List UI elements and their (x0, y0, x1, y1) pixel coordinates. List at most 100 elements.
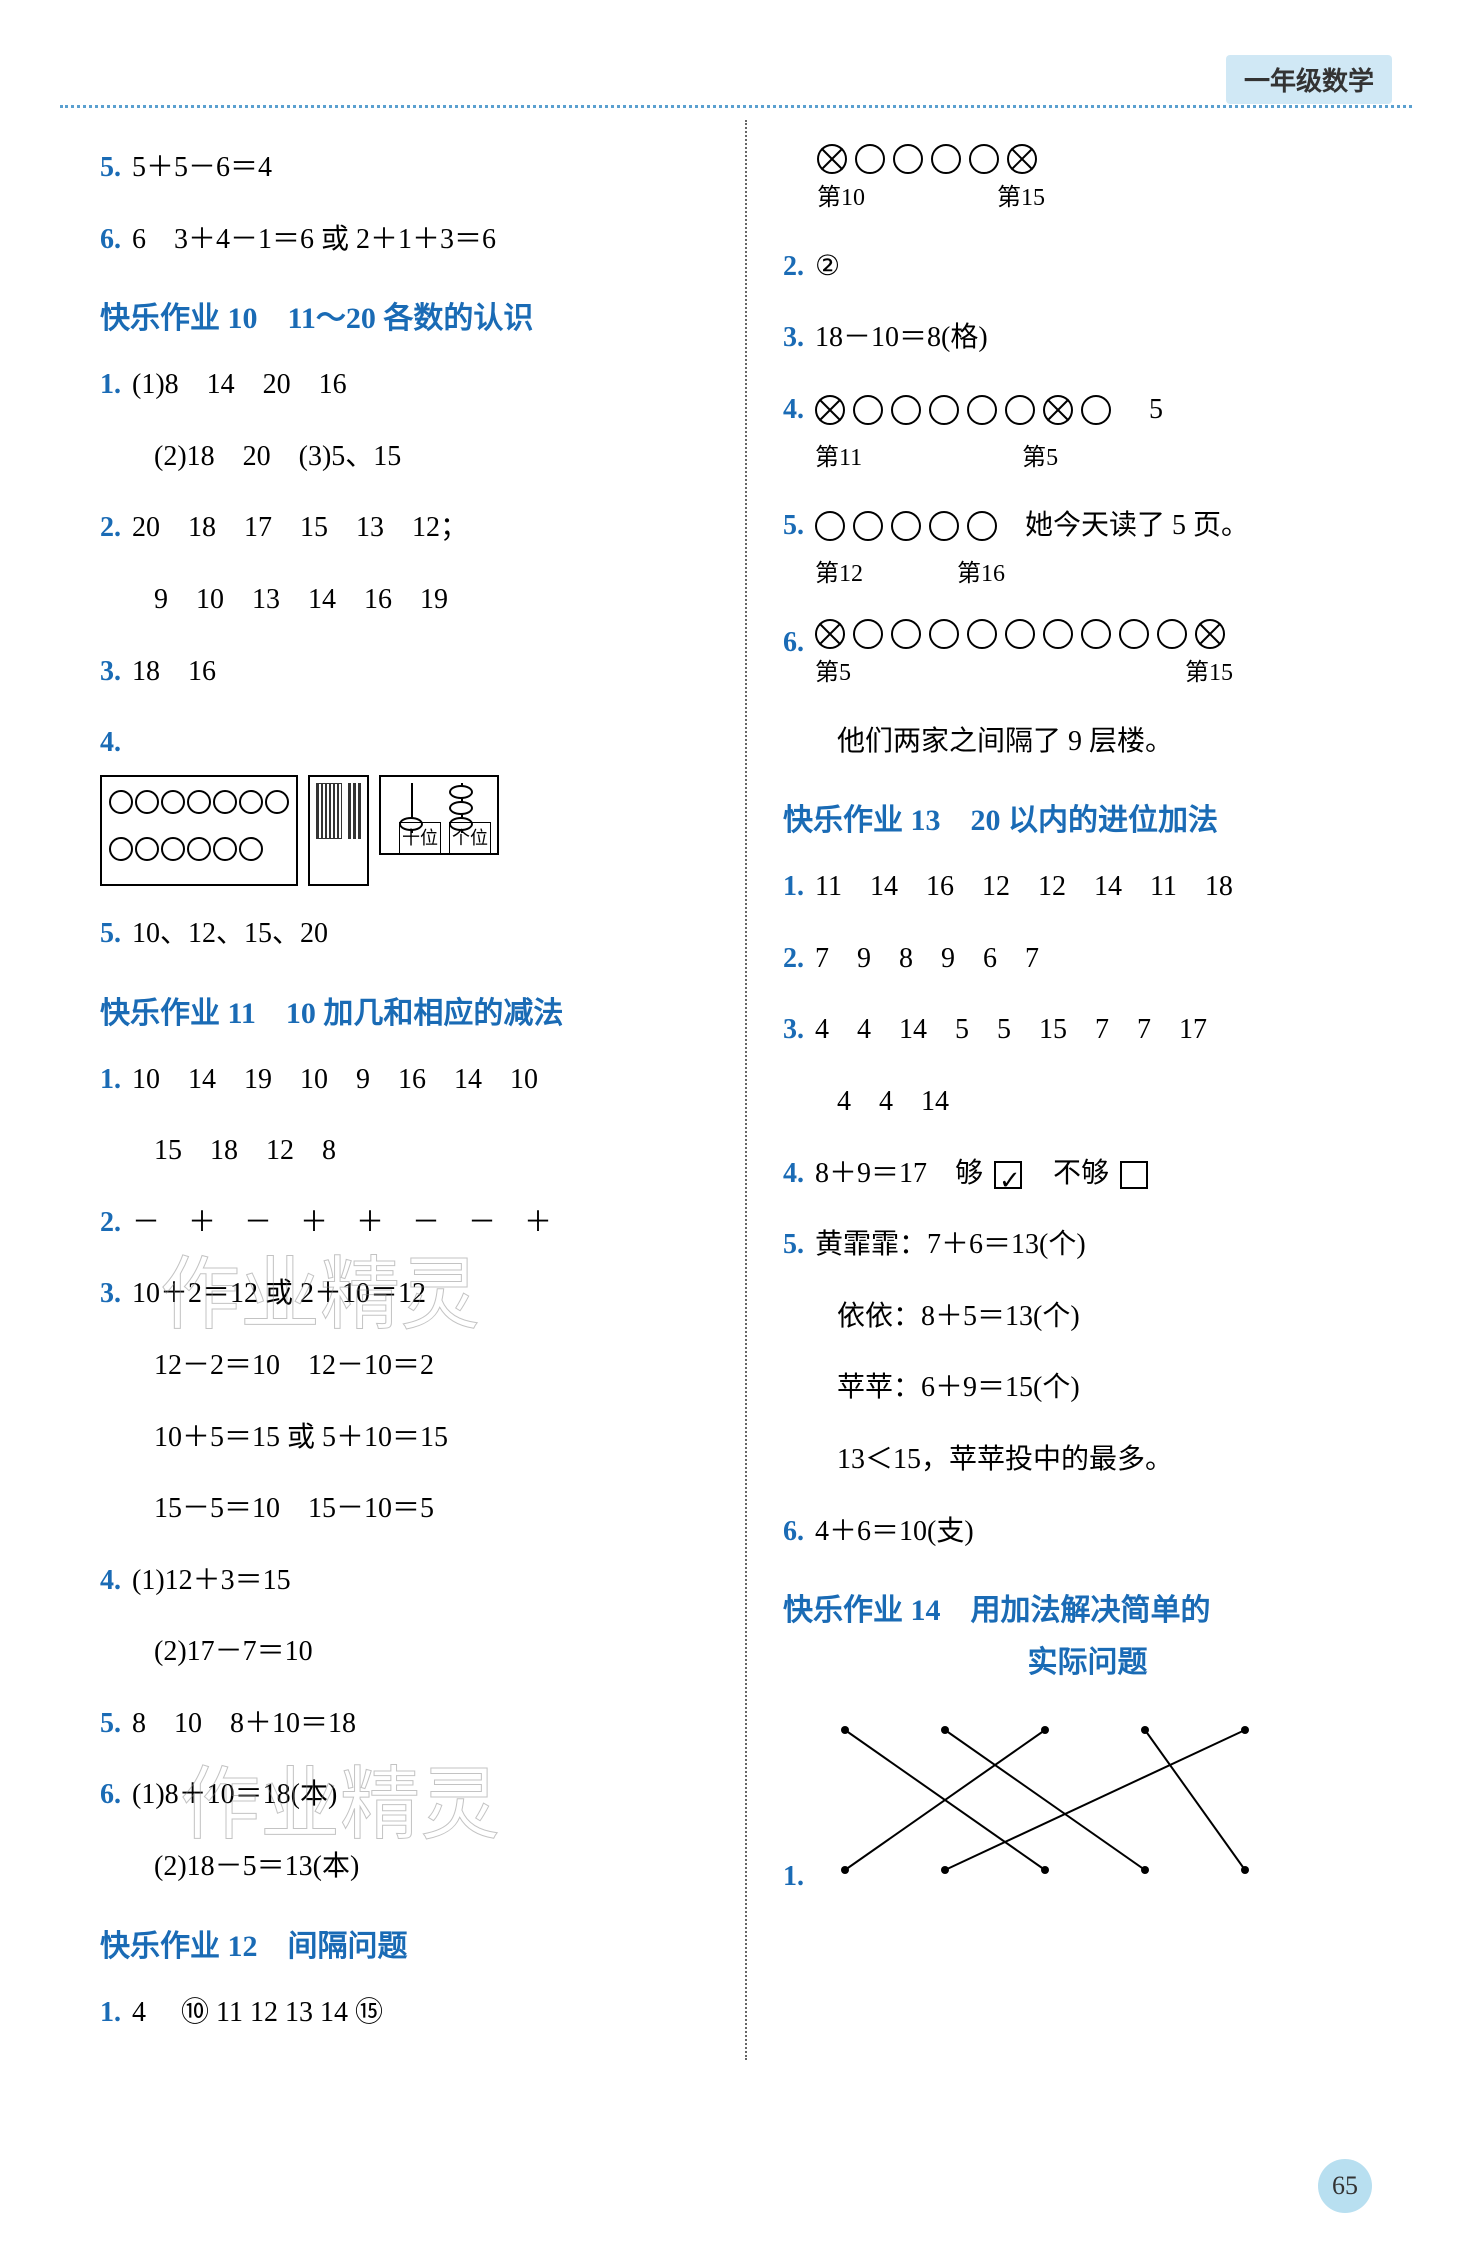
question-number: 5. (100, 918, 121, 949)
answer-text: 5 (1149, 386, 1163, 434)
answer-line: 1. 11 14 16 12 12 14 11 18 (783, 863, 1392, 911)
answer-line: 5. 黄霏霏：7＋6＝13(个) (783, 1221, 1392, 1269)
circle-crossed-icon (817, 144, 847, 174)
answer-text: 7 9 8 9 6 7 (815, 943, 1039, 974)
answer-text: 10＋5＝15 或 5＋10＝15 (100, 1414, 709, 1462)
answer-line: 3. 4 4 14 5 5 15 7 7 17 (783, 1006, 1392, 1054)
section-heading: 快乐作业 12 间隔问题 (100, 1921, 709, 1965)
answer-line: 4. (1)12＋3＝15 (100, 1557, 709, 1605)
question-number: 1. (100, 369, 121, 400)
position-label: 第5 (1022, 438, 1058, 479)
question-number: 2. (783, 251, 804, 282)
answer-text: 11 12 13 14 (216, 1997, 355, 2028)
question-number: 5. (783, 510, 804, 541)
section-heading: 快乐作业 10 11～20 各数的认识 (100, 293, 709, 337)
answer-text: 15－5＝10 15－10＝5 (100, 1485, 709, 1533)
circle-icon (929, 511, 959, 541)
question-number: 4. (783, 394, 804, 425)
matching-question: 1. (783, 1705, 1392, 1901)
circle-icon (891, 511, 921, 541)
circle-icon (967, 395, 997, 425)
answer-line: 5. 10、12、15、20 (100, 910, 709, 958)
question-number: 2. (100, 512, 121, 543)
sticks-box (308, 775, 369, 886)
question-number: 6. (783, 627, 804, 658)
answer-line: 2. ② (783, 243, 1392, 291)
answer-text: 8＋9＝17 够 (815, 1158, 983, 1189)
circle-crossed-icon (1007, 144, 1037, 174)
answer-text: 他们两家之间隔了 9 层楼。 (783, 718, 1392, 766)
circle-crossed-icon (1195, 619, 1225, 649)
answer-text: 11 14 16 12 12 14 11 18 (815, 871, 1233, 902)
answer-text: 13＜15，苹苹投中的最多。 (783, 1436, 1392, 1484)
answer-line: 6. 6 3＋4－1＝6 或 2＋1＋3＝6 (100, 216, 709, 264)
answer-line: 5. 她今天读了 5 页。 第12 第16 (783, 502, 1392, 594)
answer-line: 3. 10＋2＝12 或 2＋10＝12 (100, 1270, 709, 1318)
answer-text: 8 10 8＋10＝18 (132, 1708, 356, 1739)
circled-number: ⑩ (181, 1997, 209, 2028)
answer-text: 9 10 13 14 16 19 (100, 576, 709, 624)
answer-text: 18 16 (132, 656, 216, 687)
answer-text: 18－10＝8(格) (815, 322, 988, 353)
circle-icon (969, 144, 999, 174)
question-number: 4. (783, 1158, 804, 1189)
circle-icon (1081, 395, 1111, 425)
circle-diagram: 第10 第15 (783, 144, 1392, 219)
ones-label: 个位 (449, 822, 491, 855)
answer-line: 6. (1)8＋10＝18(本) (100, 1771, 709, 1819)
answer-line: 2. 7 9 8 9 6 7 (783, 935, 1392, 983)
question-number: 1. (783, 1861, 804, 1892)
circle-crossed-icon (1043, 395, 1073, 425)
answer-line: 1. (1)8 14 20 16 (100, 361, 709, 409)
column-divider (745, 120, 747, 2060)
question-number: 3. (100, 1278, 121, 1309)
question-number: 2. (783, 943, 804, 974)
answer-text: 10 14 19 10 9 16 14 10 (132, 1064, 538, 1095)
circle-icon (1157, 619, 1187, 649)
answer-line: 2. 20 18 17 15 13 12； (100, 504, 709, 552)
abacus-box: 十位 个位 (379, 775, 499, 855)
circle-icon (891, 395, 921, 425)
answer-text: 她今天读了 5 页。 (1025, 502, 1249, 550)
circle-icon (929, 619, 959, 649)
answer-text: 6 3＋4－1＝6 或 2＋1＋3＝6 (132, 224, 496, 255)
position-label: 第16 (957, 554, 1005, 595)
circle-icon (929, 395, 959, 425)
answer-text: 4 4 14 (783, 1078, 1392, 1126)
section-heading: 快乐作业 14 用加法解决简单的 (783, 1585, 1392, 1629)
circle-icon (967, 619, 997, 649)
counting-diagram: 十位 个位 (100, 775, 709, 886)
circle-icon (1081, 619, 1111, 649)
answer-text: 苹苹：6＋9＝15(个) (783, 1364, 1392, 1412)
circled-number: ⑮ (355, 1997, 383, 2028)
answer-text: (2)18－5＝13(本) (100, 1843, 709, 1891)
question-number: 5. (100, 1708, 121, 1739)
circles-box (100, 775, 298, 886)
section-heading: 实际问题 (783, 1637, 1392, 1681)
answer-text: 10＋2＝12 或 2＋10＝12 (132, 1278, 426, 1309)
checkbox-empty-icon (1120, 1161, 1148, 1189)
circle-icon (967, 511, 997, 541)
circle-icon (853, 511, 883, 541)
question-number: 1. (783, 871, 804, 902)
answer-text: 4 (132, 1997, 174, 2028)
position-label: 第11 (815, 438, 862, 479)
circle-icon (853, 619, 883, 649)
answer-text: ② (815, 251, 840, 282)
answer-text: 黄霏霏：7＋6＝13(个) (815, 1229, 1086, 1260)
position-label: 第15 (1185, 653, 1233, 694)
section-heading: 快乐作业 11 10 加几和相应的减法 (100, 988, 709, 1032)
question-number: 6. (100, 1779, 121, 1810)
answer-line: 1. 10 14 19 10 9 16 14 10 (100, 1056, 709, 1104)
question-number: 3. (783, 1014, 804, 1045)
question-number: 5. (100, 152, 121, 183)
answer-line: 6. 4＋6＝10(支) (783, 1508, 1392, 1556)
answer-text: (1)8 14 20 16 (132, 369, 347, 400)
circle-icon (815, 511, 845, 541)
answer-text: 4 4 14 5 5 15 7 7 17 (815, 1014, 1207, 1045)
answer-line: 2. － ＋ － ＋ ＋ － － ＋ (100, 1199, 709, 1247)
question-number: 4. (100, 727, 121, 758)
answer-text: (2)18 20 (3)5、15 (100, 433, 709, 481)
question-number: 6. (100, 224, 121, 255)
position-label: 第10 (817, 178, 865, 219)
